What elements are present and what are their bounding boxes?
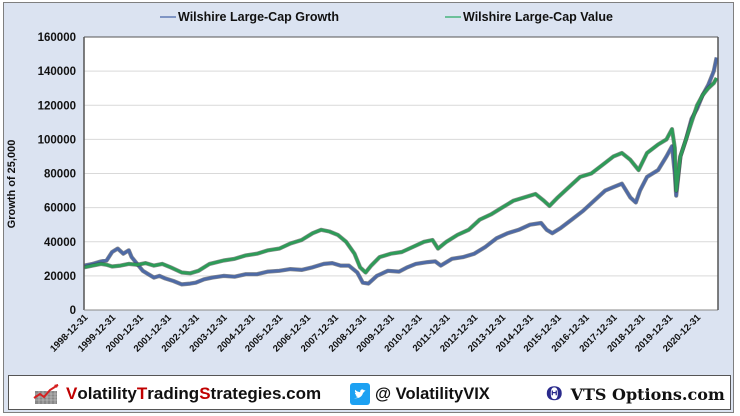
theta-logo-icon: Θ	[546, 383, 563, 405]
brand-letter-t: T	[136, 384, 148, 403]
y-tick-label: 120000	[38, 100, 76, 112]
series-line-value	[83, 77, 718, 275]
twitter-handle: @ VolatilityVIX	[375, 384, 490, 403]
legend-label-value: Wilshire Large-Cap Value	[463, 10, 613, 24]
legend: Wilshire Large-Cap Growth Wilshire Large…	[0, 10, 740, 28]
y-tick-label: 100000	[38, 134, 76, 146]
y-tick-label: 160000	[38, 32, 76, 44]
y-tick-label: 80000	[44, 169, 76, 181]
series-line-growth	[83, 57, 719, 286]
brand-part-1: olatility	[77, 384, 137, 403]
y-tick-label: 40000	[44, 237, 76, 249]
twitter-icon	[350, 383, 370, 405]
chart-logo-icon	[33, 384, 59, 404]
twitter-link[interactable]: @ VolatilityVIX	[350, 383, 490, 405]
plot-svg: 0 20000 40000 60000 80000 100000 120000 140000 1…	[38, 32, 719, 354]
brand-letter-v: V	[66, 384, 78, 403]
legend-item-value: Wilshire Large-Cap Value	[445, 10, 613, 24]
legend-label-growth: Wilshire Large-Cap Growth	[178, 10, 340, 24]
brand-part-2: rading	[147, 384, 200, 403]
legend-swatch-value	[445, 16, 461, 18]
y-tick-label: 20000	[44, 271, 76, 283]
y-tick-label: 60000	[44, 203, 76, 215]
vts-options-text: VTS Options.com	[570, 384, 725, 404]
brand-letter-s: S	[199, 384, 211, 403]
vts-options-link[interactable]: Θ VTS Options.com	[546, 383, 725, 405]
y-tick-label: 0	[70, 305, 76, 317]
chart-area: Wilshire Large-Cap Growth Wilshire Large…	[0, 10, 740, 354]
y-tick-label: 140000	[38, 66, 76, 78]
legend-item-growth: Wilshire Large-Cap Growth	[160, 10, 339, 24]
legend-swatch-growth	[160, 16, 176, 18]
brand-part-3: trategies.com	[210, 384, 322, 403]
